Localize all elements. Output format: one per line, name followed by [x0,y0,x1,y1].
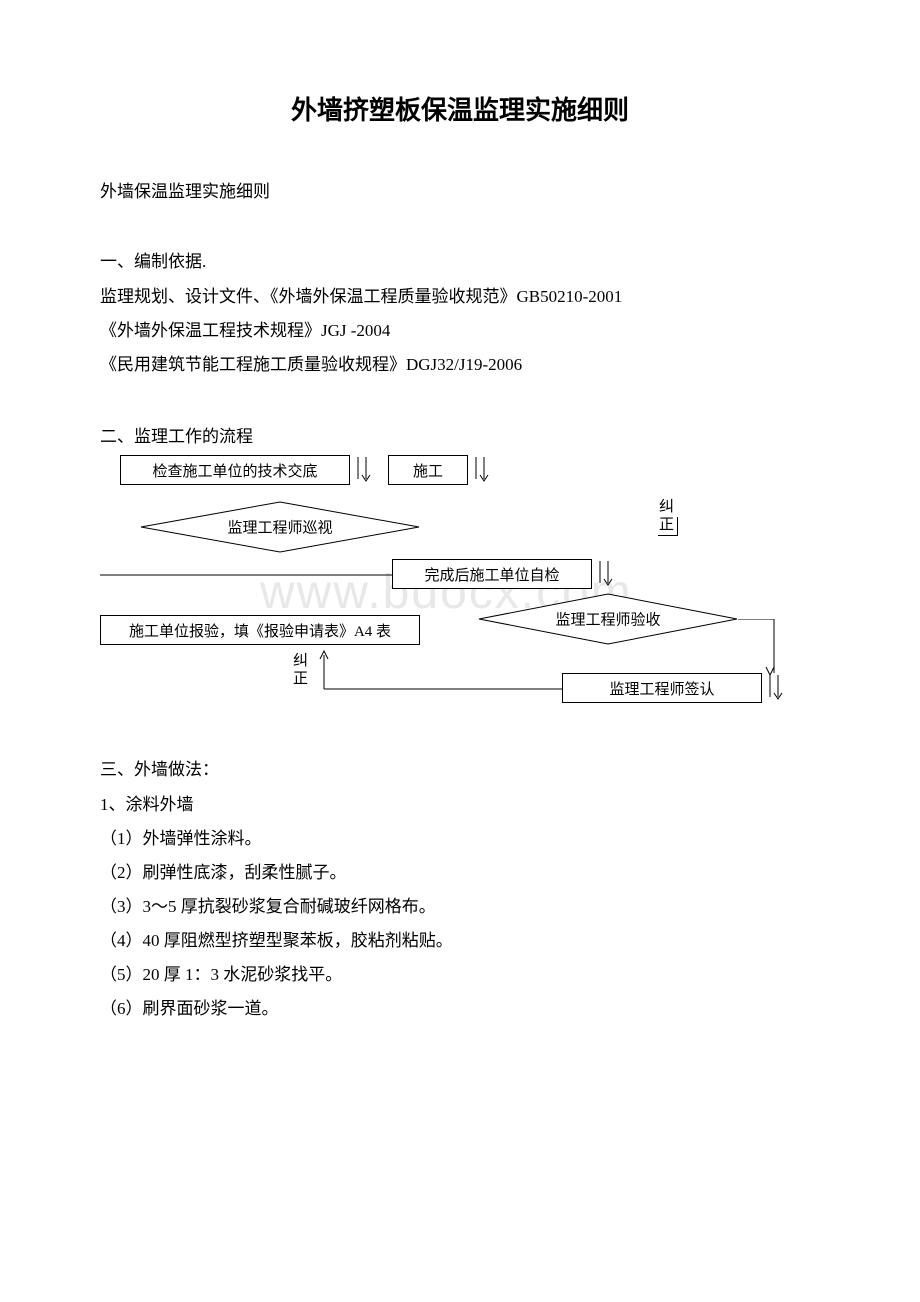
flow-box-selfcheck: 完成后施工单位自检 [392,559,592,589]
subtitle: 外墙保温监理实施细则 [100,177,820,202]
page-title: 外墙挤塑板保温监理实施细则 [100,90,820,127]
flow-correct-label-2b: 正 [292,671,309,688]
flowchart: 检查施工单位的技术交底 施工 监理工程师巡视 纠 正 完成后施工单位自检 施工单… [100,455,820,725]
section1-line2: 《外墙外保温工程技术规程》JGJ -2004 [100,314,820,348]
flow-diamond-accept-label: 监理工程师验收 [555,609,660,630]
section3-subheading: 1、涂料外墙 [100,788,820,822]
section2-heading: 二、监理工作的流程 [100,422,820,447]
connector-line [736,619,776,679]
flow-box-signoff: 监理工程师签认 [562,673,762,703]
arrow-icon [768,675,784,701]
flow-box-construct: 施工 [388,455,468,485]
flow-diamond-inspect-label: 监理工程师巡视 [227,517,332,538]
arrow-icon [474,457,490,483]
flow-correct-label-1b: 正 [658,517,678,536]
section3-item4: （4）40 厚阻燃型挤塑型聚苯板，胶粘剂粘贴。 [100,924,820,958]
arrow-up-icon [318,649,330,689]
flow-box-check: 检查施工单位的技术交底 [120,455,350,485]
section1-heading: 一、编制依据. [100,247,820,272]
connector-line [324,687,564,691]
section1-line3: 《民用建筑节能工程施工质量验收规程》DGJ32/J19-2006 [100,348,820,382]
section3-item6: （6）刷界面砂浆一道。 [100,992,820,1026]
arrow-icon [598,561,614,587]
section3-item1: （1）外墙弹性涂料。 [100,822,820,856]
arrow-icon [356,457,372,483]
connector-line [100,573,392,577]
section3-heading: 三、外墙做法： [100,755,820,780]
flow-diamond-accept: 监理工程师验收 [478,593,738,645]
flow-correct-label-1a: 纠 [658,499,675,516]
section3-item3: （3）3～5 厚抗裂砂浆复合耐碱玻纤网格布。 [100,890,820,924]
flow-diamond-inspect: 监理工程师巡视 [140,501,420,553]
flow-box-application: 施工单位报验，填《报验申请表》A4 表 [100,615,420,645]
section1-line1: 监理规划、设计文件、《外墙外保温工程质量验收规范》GB50210-2001 [100,280,820,314]
section3-item5: （5）20 厚 1：3 水泥砂浆找平。 [100,958,820,992]
flow-correct-label-2a: 纠 [292,653,309,670]
section3-item2: （2）刷弹性底漆，刮柔性腻子。 [100,856,820,890]
